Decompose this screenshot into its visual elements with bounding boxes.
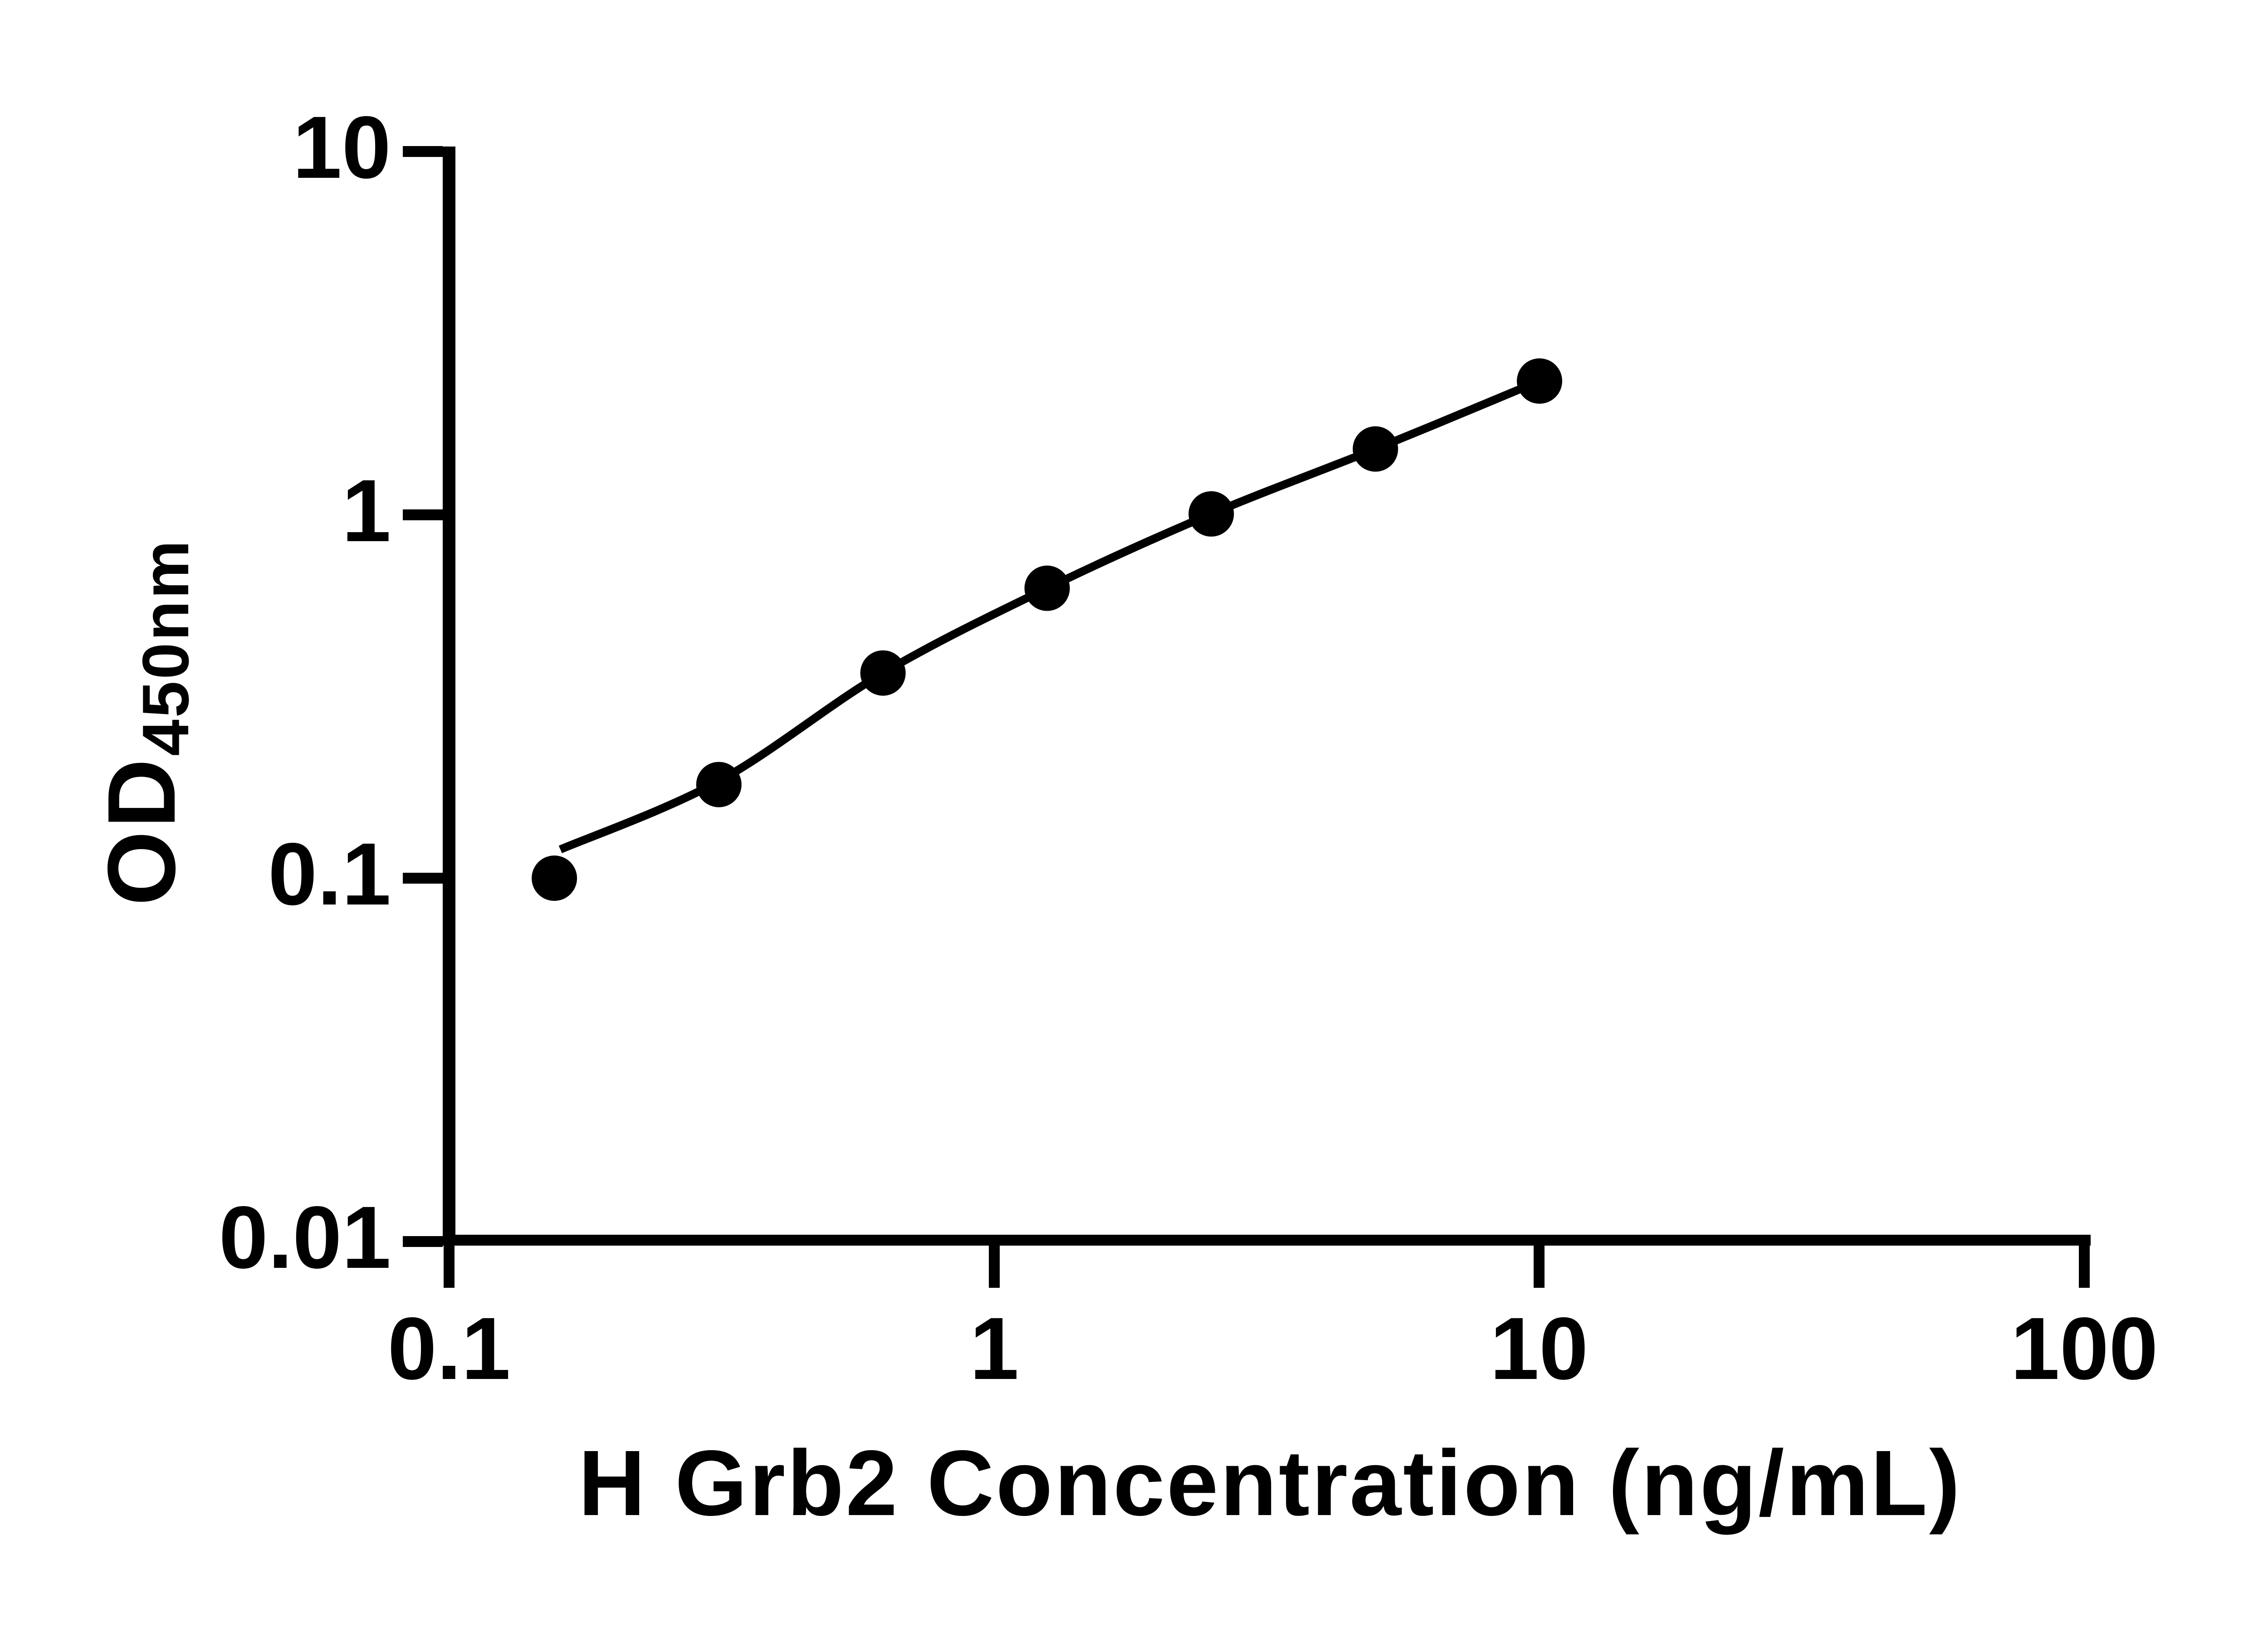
y-axis-title-subscript: 450nm	[129, 538, 202, 756]
data-point	[1188, 491, 1234, 537]
x-axis-line	[443, 1235, 2091, 1246]
x-tick-label-0-1: 0.1	[387, 1299, 511, 1398]
y-tick-label-0-1: 0.1	[268, 825, 391, 924]
x-tick-label-10: 10	[1490, 1299, 1589, 1398]
y-axis-title-main: OD	[88, 756, 195, 906]
x-tick-label-100: 100	[2010, 1299, 2158, 1398]
y-tick-mark-0-1	[403, 873, 443, 884]
y-tick-label-10: 10	[293, 98, 391, 197]
y-axis-title: OD450nm	[88, 538, 202, 905]
data-point	[1517, 358, 1562, 404]
data-point	[696, 762, 742, 807]
x-tick-mark-1	[989, 1246, 1000, 1288]
y-tick-label-1: 1	[342, 461, 391, 560]
y-tick-mark-0-01	[403, 1236, 443, 1247]
x-tick-mark-100	[2079, 1246, 2090, 1288]
y-axis-line	[443, 147, 455, 1246]
x-tick-mark-10	[1534, 1246, 1545, 1288]
data-point	[1024, 565, 1070, 611]
data-point	[1353, 426, 1398, 472]
x-tick-mark-0-1	[444, 1246, 455, 1288]
x-axis-title: H Grb2 Concentration (ng/mL)	[578, 1431, 1962, 1535]
data-point	[860, 650, 906, 696]
y-tick-mark-10	[403, 146, 443, 157]
data-point	[532, 856, 577, 901]
y-tick-mark-1	[403, 509, 443, 520]
y-tick-label-0-01: 0.01	[219, 1188, 391, 1287]
x-tick-label-1: 1	[969, 1299, 1019, 1398]
